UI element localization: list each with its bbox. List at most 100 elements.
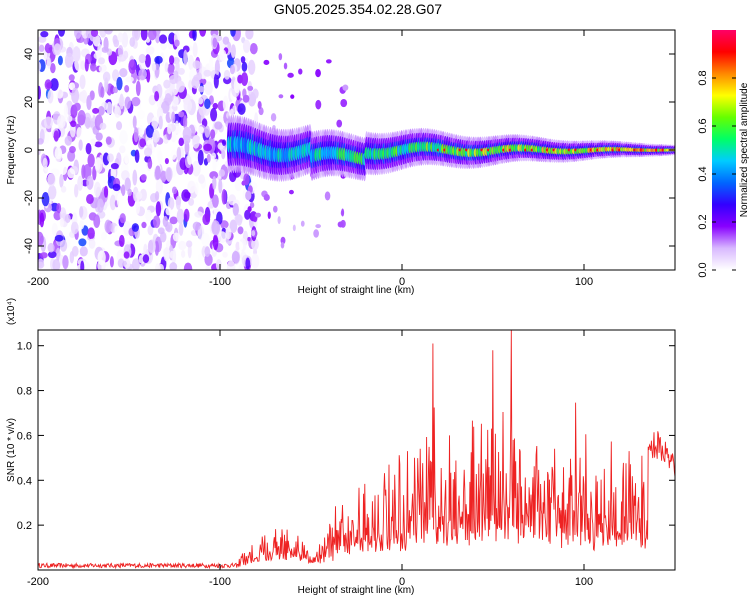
spectrogram-noise-blob (164, 157, 169, 165)
spectrogram-noise-blob (174, 39, 180, 47)
spectrogram-noise-blob (154, 165, 161, 180)
spectrogram-noise-blob (277, 216, 281, 225)
spectrogram-noise-blob (54, 234, 64, 242)
spectrogram-noise-blob (101, 46, 110, 53)
spectrogram-noise-blob (212, 234, 219, 251)
spectrogram-noise-blob (337, 221, 344, 228)
spectrogram-noise-blob (59, 174, 64, 188)
spectrogram-noise-blob (152, 215, 161, 229)
spectrogram-noise-blob (145, 209, 152, 222)
spectrogram-noise-blob (80, 260, 85, 270)
spectrogram-noise-blob (47, 242, 55, 253)
spectrogram-noise-blob (257, 100, 262, 110)
spectrogram-noise-blob (198, 174, 205, 184)
spectrogram-noise-blob (114, 225, 119, 236)
spectrogram-noise-blob (116, 192, 124, 209)
spectrogram-noise-blob (147, 225, 154, 236)
spectrogram-noise-blob (146, 69, 151, 83)
spectrogram-noise-blob (38, 61, 42, 72)
spectrogram-noise-blob (170, 131, 177, 143)
spectrogram-noise-blob (50, 62, 56, 74)
spectrogram-noise-blob (128, 59, 137, 74)
spectrogram-noise-blob (217, 231, 227, 243)
spectrogram-noise-blob (64, 214, 71, 223)
y-tick-label: 1.0 (17, 341, 32, 353)
spectrogram-noise-blob (232, 251, 238, 259)
spectrogram-noise-blob (206, 153, 211, 163)
spectrogram-noise-blob (138, 53, 146, 64)
spectrogram-noise-blob (124, 153, 129, 164)
spectrogram-noise-blob (68, 74, 75, 81)
spectrogram-noise-blob (159, 34, 168, 44)
spectrogram-noise-blob (182, 126, 192, 141)
spectrogram-noise-blob (112, 86, 119, 94)
spectrogram-noise-blob (290, 94, 295, 99)
spectrogram-noise-blob (145, 46, 155, 55)
spectrogram-noise-blob (163, 79, 171, 89)
spectrogram-marks (38, 30, 675, 270)
snr-marks (38, 330, 675, 570)
spectrogram-noise-blob (237, 103, 246, 115)
spectrogram-noise-blob (169, 250, 175, 259)
spectrogram-noise-blob (131, 223, 139, 232)
spectrogram-noise-blob (205, 264, 211, 270)
spectrogram-noise-blob (72, 46, 81, 62)
spectrogram-x-axis-label: Height of straight line (km) (298, 285, 415, 296)
spectrogram-noise-blob (132, 169, 138, 186)
spectrogram-noise-blob (169, 55, 175, 65)
spectrogram-noise-blob (92, 107, 100, 114)
spectrogram-noise-blob (241, 180, 246, 186)
spectrogram-noise-blob (154, 90, 160, 102)
spectrogram-noise-blob (139, 124, 144, 138)
spectrogram-noise-blob (119, 93, 124, 110)
spectrogram-noise-blob (116, 121, 123, 131)
spectrogram-noise-blob (132, 30, 141, 41)
spectrogram-noise-blob (223, 69, 231, 80)
spectrogram-noise-blob (53, 210, 62, 221)
spectrogram-noise-blob (208, 56, 214, 70)
spectrogram-noise-blob (234, 240, 244, 252)
spectrogram-noise-blob (183, 98, 193, 113)
spectrogram-noise-blob (144, 54, 151, 68)
spectrogram-noise-blob (155, 201, 162, 217)
spectrogram-noise-blob (204, 81, 213, 96)
spectrogram-noise-blob (117, 258, 125, 268)
spectrogram-noise-blob (114, 105, 122, 118)
spectrogram-noise-blob (249, 42, 258, 55)
spectrogram-noise-blob (63, 103, 68, 118)
spectrogram-noise-blob (148, 94, 157, 106)
spectrogram-noise-blob (84, 58, 89, 72)
spectrogram-noise-blob (202, 213, 211, 226)
spectrogram-noise-blob (298, 68, 303, 75)
spectrogram-noise-blob (78, 238, 87, 247)
y-tick-label: -20 (23, 190, 35, 206)
spectrogram-noise-blob (134, 149, 140, 163)
y-tick-label: 20 (23, 96, 35, 108)
spectrogram-noise-blob (97, 250, 106, 266)
spectrogram-noise-blob (143, 147, 153, 157)
spectrogram-noise-blob (221, 149, 226, 160)
spectrogram-noise-blob (187, 152, 193, 165)
spectrogram-noise-blob (158, 115, 163, 130)
colorbar-tick-label: 0.8 (697, 70, 709, 85)
spectrogram-noise-blob (178, 240, 187, 251)
spectrogram-noise-blob (238, 264, 245, 270)
spectrogram-noise-blob (267, 211, 271, 219)
spectrogram-noise-blob (116, 76, 123, 91)
spectrogram-noise-blob (197, 97, 204, 105)
spectrogram-noise-blob (341, 208, 345, 217)
spectrogram-noise-blob (171, 111, 176, 124)
spectrogram-noise-blob (47, 30, 55, 46)
spectrogram-noise-blob (163, 247, 170, 262)
spectrogram-noise-blob (70, 221, 79, 235)
spectrogram-noise-blob (160, 100, 170, 114)
colorbar-tick-label: 0.2 (697, 214, 709, 229)
spectrogram-noise-blob (251, 253, 260, 269)
spectrogram-noise-blob (192, 42, 198, 58)
spectrogram-noise-blob (65, 57, 72, 69)
spectrogram-noise-blob (245, 257, 251, 270)
spectrogram-noise-blob (141, 221, 147, 229)
spectrogram-noise-blob (110, 163, 119, 170)
